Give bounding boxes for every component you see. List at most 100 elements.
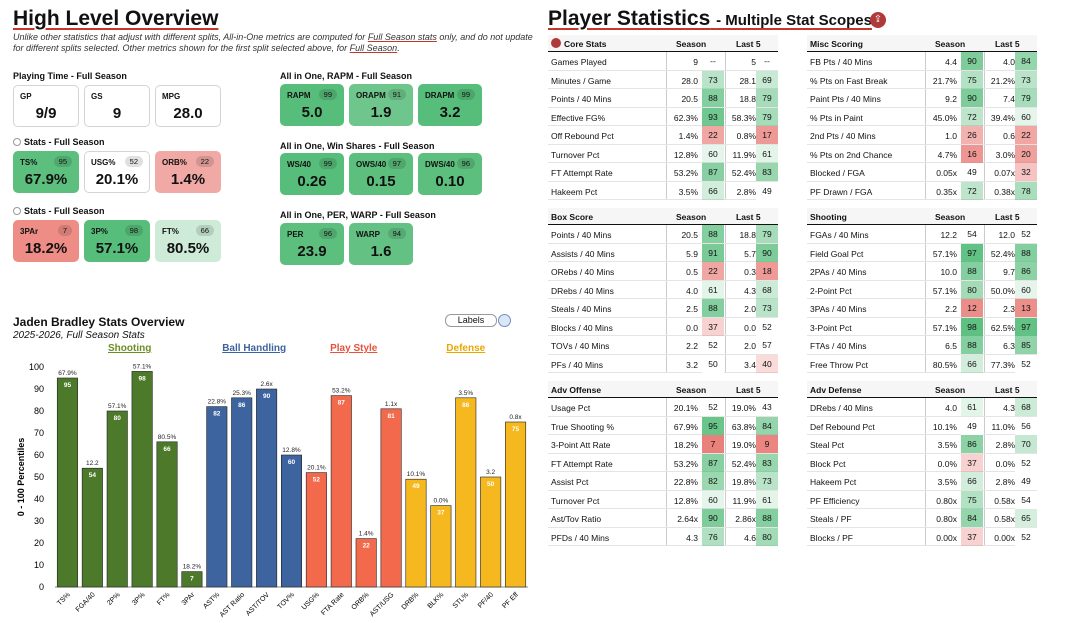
group-label-ball-handling: Ball Handling: [222, 343, 287, 354]
card-percentile: 97: [387, 158, 406, 169]
labels-toggle-icon[interactable]: [498, 314, 511, 327]
stats1-card-usg-: USG% 52 20.1%: [84, 151, 150, 193]
season-pct: 66: [702, 181, 724, 200]
season-value: 1.0: [945, 131, 957, 141]
row-label: Effective FG%: [551, 112, 606, 123]
bar-3p-: [131, 371, 153, 588]
stats2-card-3p-: 3P% 98 57.1%: [84, 220, 150, 262]
season-pct: 98: [961, 317, 983, 336]
bar-percentile: 7: [190, 576, 194, 583]
season-pct: 61: [961, 398, 983, 416]
card-value: 0.10: [435, 173, 465, 190]
per-label: All in One, PER, WARP - Full Season: [280, 210, 436, 220]
table-row: TOVs / 40 Mins 2.2 52 2.0 57: [548, 336, 778, 355]
last5-pct: 78: [1015, 181, 1037, 200]
row-label: 2nd Pts / 40 Mins: [810, 131, 876, 141]
season-value: 20.1%: [673, 403, 698, 413]
card-label: GS: [91, 92, 103, 101]
playing_time-card-gp: GP 9/9: [13, 85, 79, 127]
stats1-label: Stats - Full Season: [13, 137, 105, 147]
winshares-label: All in One, Win Shares - Full Season: [280, 141, 435, 151]
season-value: 0.35x: [936, 186, 957, 197]
table-row: 2-Point Pct 57.1% 80 50.0% 60: [807, 280, 1037, 299]
row-label: % Pts on 2nd Chance: [810, 149, 893, 160]
bar-fta-rate: [330, 395, 352, 588]
season-value: 3.5%: [937, 440, 957, 450]
card-label: DRAPM: [425, 91, 455, 100]
bar-data-label: 3.2: [486, 469, 495, 476]
season-pct: 88: [702, 225, 724, 243]
last5-pct: 49: [1015, 472, 1037, 490]
last5-pct: 54: [1015, 490, 1037, 509]
last5-pct: 90: [756, 243, 778, 262]
bar-data-label: 67.9%: [58, 370, 77, 377]
x-tick-label: USG%: [301, 591, 321, 611]
row-label: Blocks / 40 Mins: [551, 322, 613, 333]
row-label: Assists / 40 Mins: [551, 248, 615, 259]
season-value: 0.80x: [936, 495, 957, 506]
bar-percentile: 82: [213, 411, 221, 418]
table-row: % Pts in Paint 45.0% 72 39.4% 60: [807, 107, 1037, 126]
table-row: Effective FG% 62.3% 93 58.3% 79: [548, 107, 778, 126]
stats1-card-ts-: TS% 95 67.9%: [13, 151, 79, 193]
row-label: Blocked / FGA: [810, 168, 865, 178]
card-value: 9: [112, 105, 122, 122]
table-row: PF Efficiency 0.80x 75 0.58x 54: [807, 490, 1037, 509]
bar-pf-40: [480, 476, 502, 588]
season-pct: 22: [702, 262, 724, 280]
season-pct: 49: [961, 163, 983, 181]
bar-percentile: 98: [139, 375, 147, 382]
last5-value: 52.4%: [990, 248, 1015, 259]
info-icon[interactable]: [551, 38, 561, 48]
last5-pct: 9: [756, 435, 778, 453]
table-row: % Pts on 2nd Chance 4.7% 16 3.0% 20: [807, 144, 1037, 163]
last5-value: 0.00x: [994, 532, 1015, 543]
season-pct: 87: [702, 163, 724, 181]
bar-ast-ratio: [231, 397, 253, 588]
last5-pct: 17: [756, 126, 778, 144]
season-pct: 66: [961, 472, 983, 490]
season-value: 3.5%: [678, 186, 698, 197]
labels-button[interactable]: Labels: [445, 314, 497, 327]
row-label: FB Pts / 40 Mins: [810, 57, 873, 67]
radio-icon[interactable]: [13, 138, 21, 146]
winshares-card-dws-40: DWS/40 96 0.10: [418, 153, 482, 195]
table-row: Assist Pct 22.8% 82 19.8% 73: [548, 472, 778, 491]
last5-pct: 68: [1015, 398, 1037, 416]
bar-drb-: [405, 478, 427, 588]
row-label: FGAs / 40 Mins: [810, 230, 869, 240]
table-row: ORebs / 40 Mins 0.5 22 0.3 18: [548, 262, 778, 281]
bar-ts-: [56, 377, 78, 588]
table-adv-defense: Adv Defense Season Last 5 DRebs / 40 Mins 4.…: [807, 381, 1037, 546]
last5-value: 9.7: [1003, 267, 1015, 277]
last5-value: 0.3: [744, 267, 756, 277]
last5-pct: 49: [756, 181, 778, 200]
last5-value: 0.6: [1003, 131, 1015, 141]
season-value: 0.5: [686, 267, 698, 277]
x-tick-label: BLK%: [427, 591, 446, 610]
card-value: 28.0: [173, 105, 203, 122]
playing-time-label: Playing Time - Full Season: [13, 71, 127, 81]
card-label: MPG: [162, 92, 181, 101]
season-value: 53.2%: [673, 458, 698, 469]
last5-value: 0.8%: [736, 131, 756, 141]
per-card-warp: WARP 94 1.6: [349, 223, 413, 265]
season-pct: 88: [702, 299, 724, 317]
col-season: Season: [935, 39, 966, 49]
radio-icon[interactable]: [13, 207, 21, 215]
share-icon[interactable]: ⇪: [870, 12, 886, 28]
last5-value: 11.9%: [732, 495, 756, 506]
season-pct: 16: [961, 144, 983, 163]
season-pct: 72: [961, 107, 983, 126]
last5-value: 21.2%: [990, 75, 1015, 86]
table-row: Hakeem Pct 3.5% 66 2.8% 49: [548, 181, 778, 200]
last5-pct: 65: [1015, 509, 1037, 527]
season-value: 6.5: [945, 341, 957, 351]
table-row: Steals / PF 0.80x 84 0.58x 65: [807, 509, 1037, 528]
season-pct: 7: [702, 435, 724, 453]
stats-bar-chart: 0 10 20 30 40 50 60 70 80 90 100 0 - 100 Percentile…: [16, 362, 528, 619]
last5-pct: 61: [756, 144, 778, 163]
card-value: 67.9%: [24, 171, 68, 188]
card-value: 23.9: [297, 243, 327, 260]
last5-pct: 20: [1015, 144, 1037, 163]
